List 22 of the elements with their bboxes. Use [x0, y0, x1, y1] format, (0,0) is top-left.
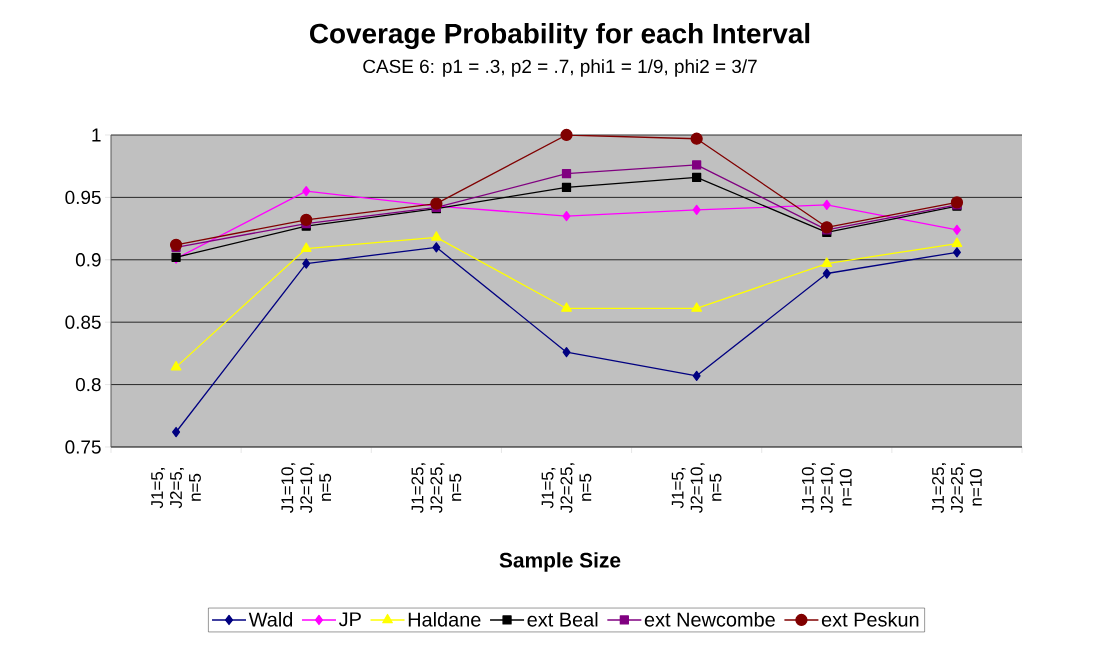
- x-tick-label: J1=5, J2=10, n=5: [671, 463, 722, 513]
- legend-label: Haldane: [408, 612, 481, 627]
- legend-label: JP: [338, 612, 361, 627]
- y-tick-label: 0.95: [65, 190, 101, 205]
- legend-label: ext Peskun: [821, 612, 919, 627]
- legend-label: ext Newcombe: [644, 612, 775, 627]
- x-axis-title: Sample Size: [499, 552, 621, 572]
- chart-title: Coverage Probability for each Interval: [310, 22, 810, 50]
- x-tick-label: J1=5, J2=5, n=5: [151, 468, 201, 509]
- y-tick-label: 0.75: [65, 440, 101, 454]
- y-tick-label: 0.8: [75, 377, 101, 392]
- x-tick-label: J1=25, J2=25, n=5: [411, 463, 462, 513]
- y-tick-label: 0.9: [75, 253, 101, 267]
- y-tick-label: 0.85: [65, 315, 101, 329]
- chart-subtitle: CASE 6: p1 = .3, p2 = .7, phi1 = 1/9, phi2 = 3/7: [363, 59, 757, 77]
- y-tick-label: 1: [92, 128, 101, 142]
- legend-label: ext Beal: [527, 612, 598, 627]
- x-tick-label: J1=10, J2=10, n=10: [801, 463, 852, 513]
- x-tick-label: J1=10, J2=10, n=5: [281, 463, 332, 513]
- legend-label: Wald: [248, 612, 293, 627]
- x-tick-label: J1=5, J2=25, n=5: [541, 463, 592, 513]
- x-tick-label: J1=25, J2=25, n=10: [932, 463, 982, 513]
